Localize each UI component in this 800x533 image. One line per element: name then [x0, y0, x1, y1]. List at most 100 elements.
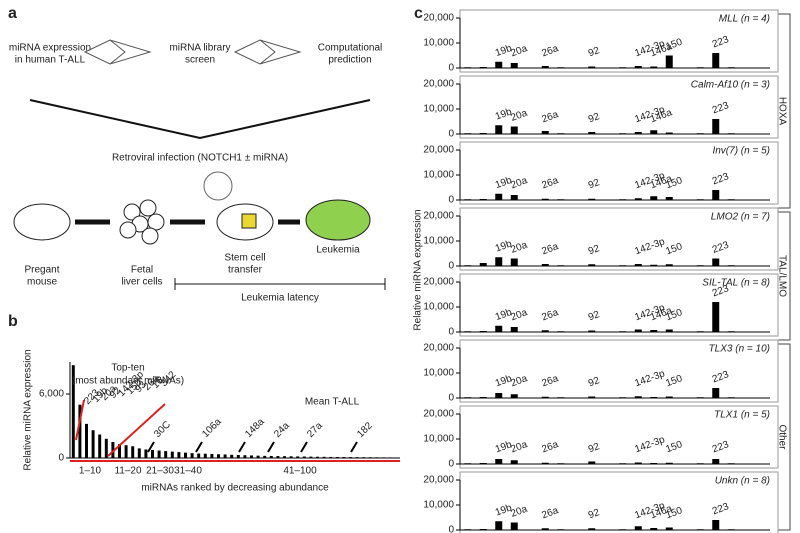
category-label: 26a	[540, 43, 560, 59]
bar	[464, 199, 472, 200]
bar	[526, 67, 534, 68]
category-label: 92	[587, 375, 602, 389]
range-label: 31–40	[174, 466, 202, 477]
chart-title: SIL-TAL (n = 8)	[702, 278, 770, 289]
bar	[355, 457, 359, 458]
bar	[665, 527, 673, 530]
bar	[395, 457, 399, 458]
mirna-label: 24a	[272, 420, 292, 440]
y-tick-label: 0	[448, 195, 454, 206]
bar	[588, 330, 596, 332]
bar	[510, 394, 518, 398]
bar	[510, 327, 518, 332]
group-label: HOXA	[776, 97, 787, 126]
y-tick-label: 0	[448, 393, 454, 404]
y-tick-label: 20,000	[423, 343, 454, 354]
bar	[309, 456, 313, 458]
bar	[111, 442, 115, 458]
bar	[650, 196, 658, 200]
bar	[727, 529, 735, 530]
bar	[283, 456, 286, 458]
bar	[619, 133, 627, 134]
bar	[712, 388, 720, 398]
radiation-icon	[241, 213, 257, 229]
bar	[464, 331, 472, 332]
bar	[712, 459, 720, 464]
bar	[164, 451, 168, 458]
bar	[727, 463, 735, 464]
y-tick-label: 20,000	[423, 145, 454, 156]
category-label: 92	[587, 177, 602, 191]
bar	[743, 199, 751, 200]
category-label: 223	[711, 171, 731, 187]
diagram: miRNA expression in human T-ALL miRNA li…	[9, 39, 386, 304]
bar	[588, 264, 596, 266]
y-tick-label: 0	[448, 459, 454, 470]
infection-label: Retroviral infection (NOTCH1 ± miRNA)	[112, 153, 288, 164]
range-label: 21–30	[146, 466, 174, 477]
y-tick-label: 20,000	[423, 475, 454, 486]
pointer	[147, 441, 155, 453]
bar	[557, 397, 565, 398]
bar	[743, 331, 751, 332]
bar	[603, 331, 611, 332]
legend-subtitle: (most abundant miRNAs)	[72, 376, 184, 387]
bar	[696, 331, 704, 332]
bar	[665, 396, 673, 398]
bar	[541, 396, 549, 398]
bar	[619, 265, 627, 266]
category-label: 20a	[509, 373, 529, 389]
bar	[572, 463, 580, 464]
input-label: miRNA expression	[9, 43, 91, 54]
bar	[557, 67, 565, 68]
bar	[526, 133, 534, 134]
mirna-label: 182	[355, 420, 375, 440]
bar	[603, 463, 611, 464]
bar	[382, 457, 385, 458]
category-label: 20a	[509, 439, 529, 455]
bar	[464, 265, 472, 266]
bar	[526, 265, 534, 266]
panel-label: a	[8, 5, 17, 22]
y-tick-label: 10,000	[423, 500, 454, 511]
bar	[71, 365, 75, 458]
bar	[681, 265, 689, 266]
bar	[712, 520, 720, 530]
x-axis-label: miRNAs ranked by decreasing abundance	[141, 483, 329, 494]
bar	[681, 463, 689, 464]
category-label: 20a	[509, 43, 529, 59]
bar	[572, 529, 580, 530]
bar	[712, 258, 720, 266]
bar	[479, 199, 487, 200]
step-label: Pregant	[24, 265, 59, 276]
input-label: screen	[185, 55, 215, 66]
bar	[557, 529, 565, 530]
y-tick-label: 20,000	[423, 79, 454, 90]
category-label: 223	[711, 34, 731, 50]
bar	[572, 397, 580, 398]
bar	[619, 397, 627, 398]
bar	[495, 521, 503, 530]
bar	[464, 397, 472, 398]
bar	[98, 434, 102, 458]
latency-bar	[174, 278, 386, 290]
bar	[349, 457, 352, 458]
bar	[479, 331, 487, 332]
category-label: 92	[587, 45, 602, 59]
bar	[541, 131, 549, 134]
bar	[743, 397, 751, 398]
chart-title: MLL (n = 4)	[719, 14, 770, 25]
y-tick-label: 20,000	[423, 13, 454, 24]
category-label: 26a	[540, 241, 560, 257]
step-label: Stem cell	[224, 253, 265, 264]
y-tick-label: 20,000	[423, 277, 454, 288]
bar	[758, 67, 766, 68]
bar	[712, 53, 720, 68]
category-label: 150	[664, 373, 684, 389]
bar	[634, 329, 642, 332]
y-tick-label: 10,000	[423, 104, 454, 115]
bar	[230, 454, 234, 458]
legend-title: Top-ten	[111, 363, 144, 374]
category-label: 92	[587, 111, 602, 125]
bar	[572, 331, 580, 332]
